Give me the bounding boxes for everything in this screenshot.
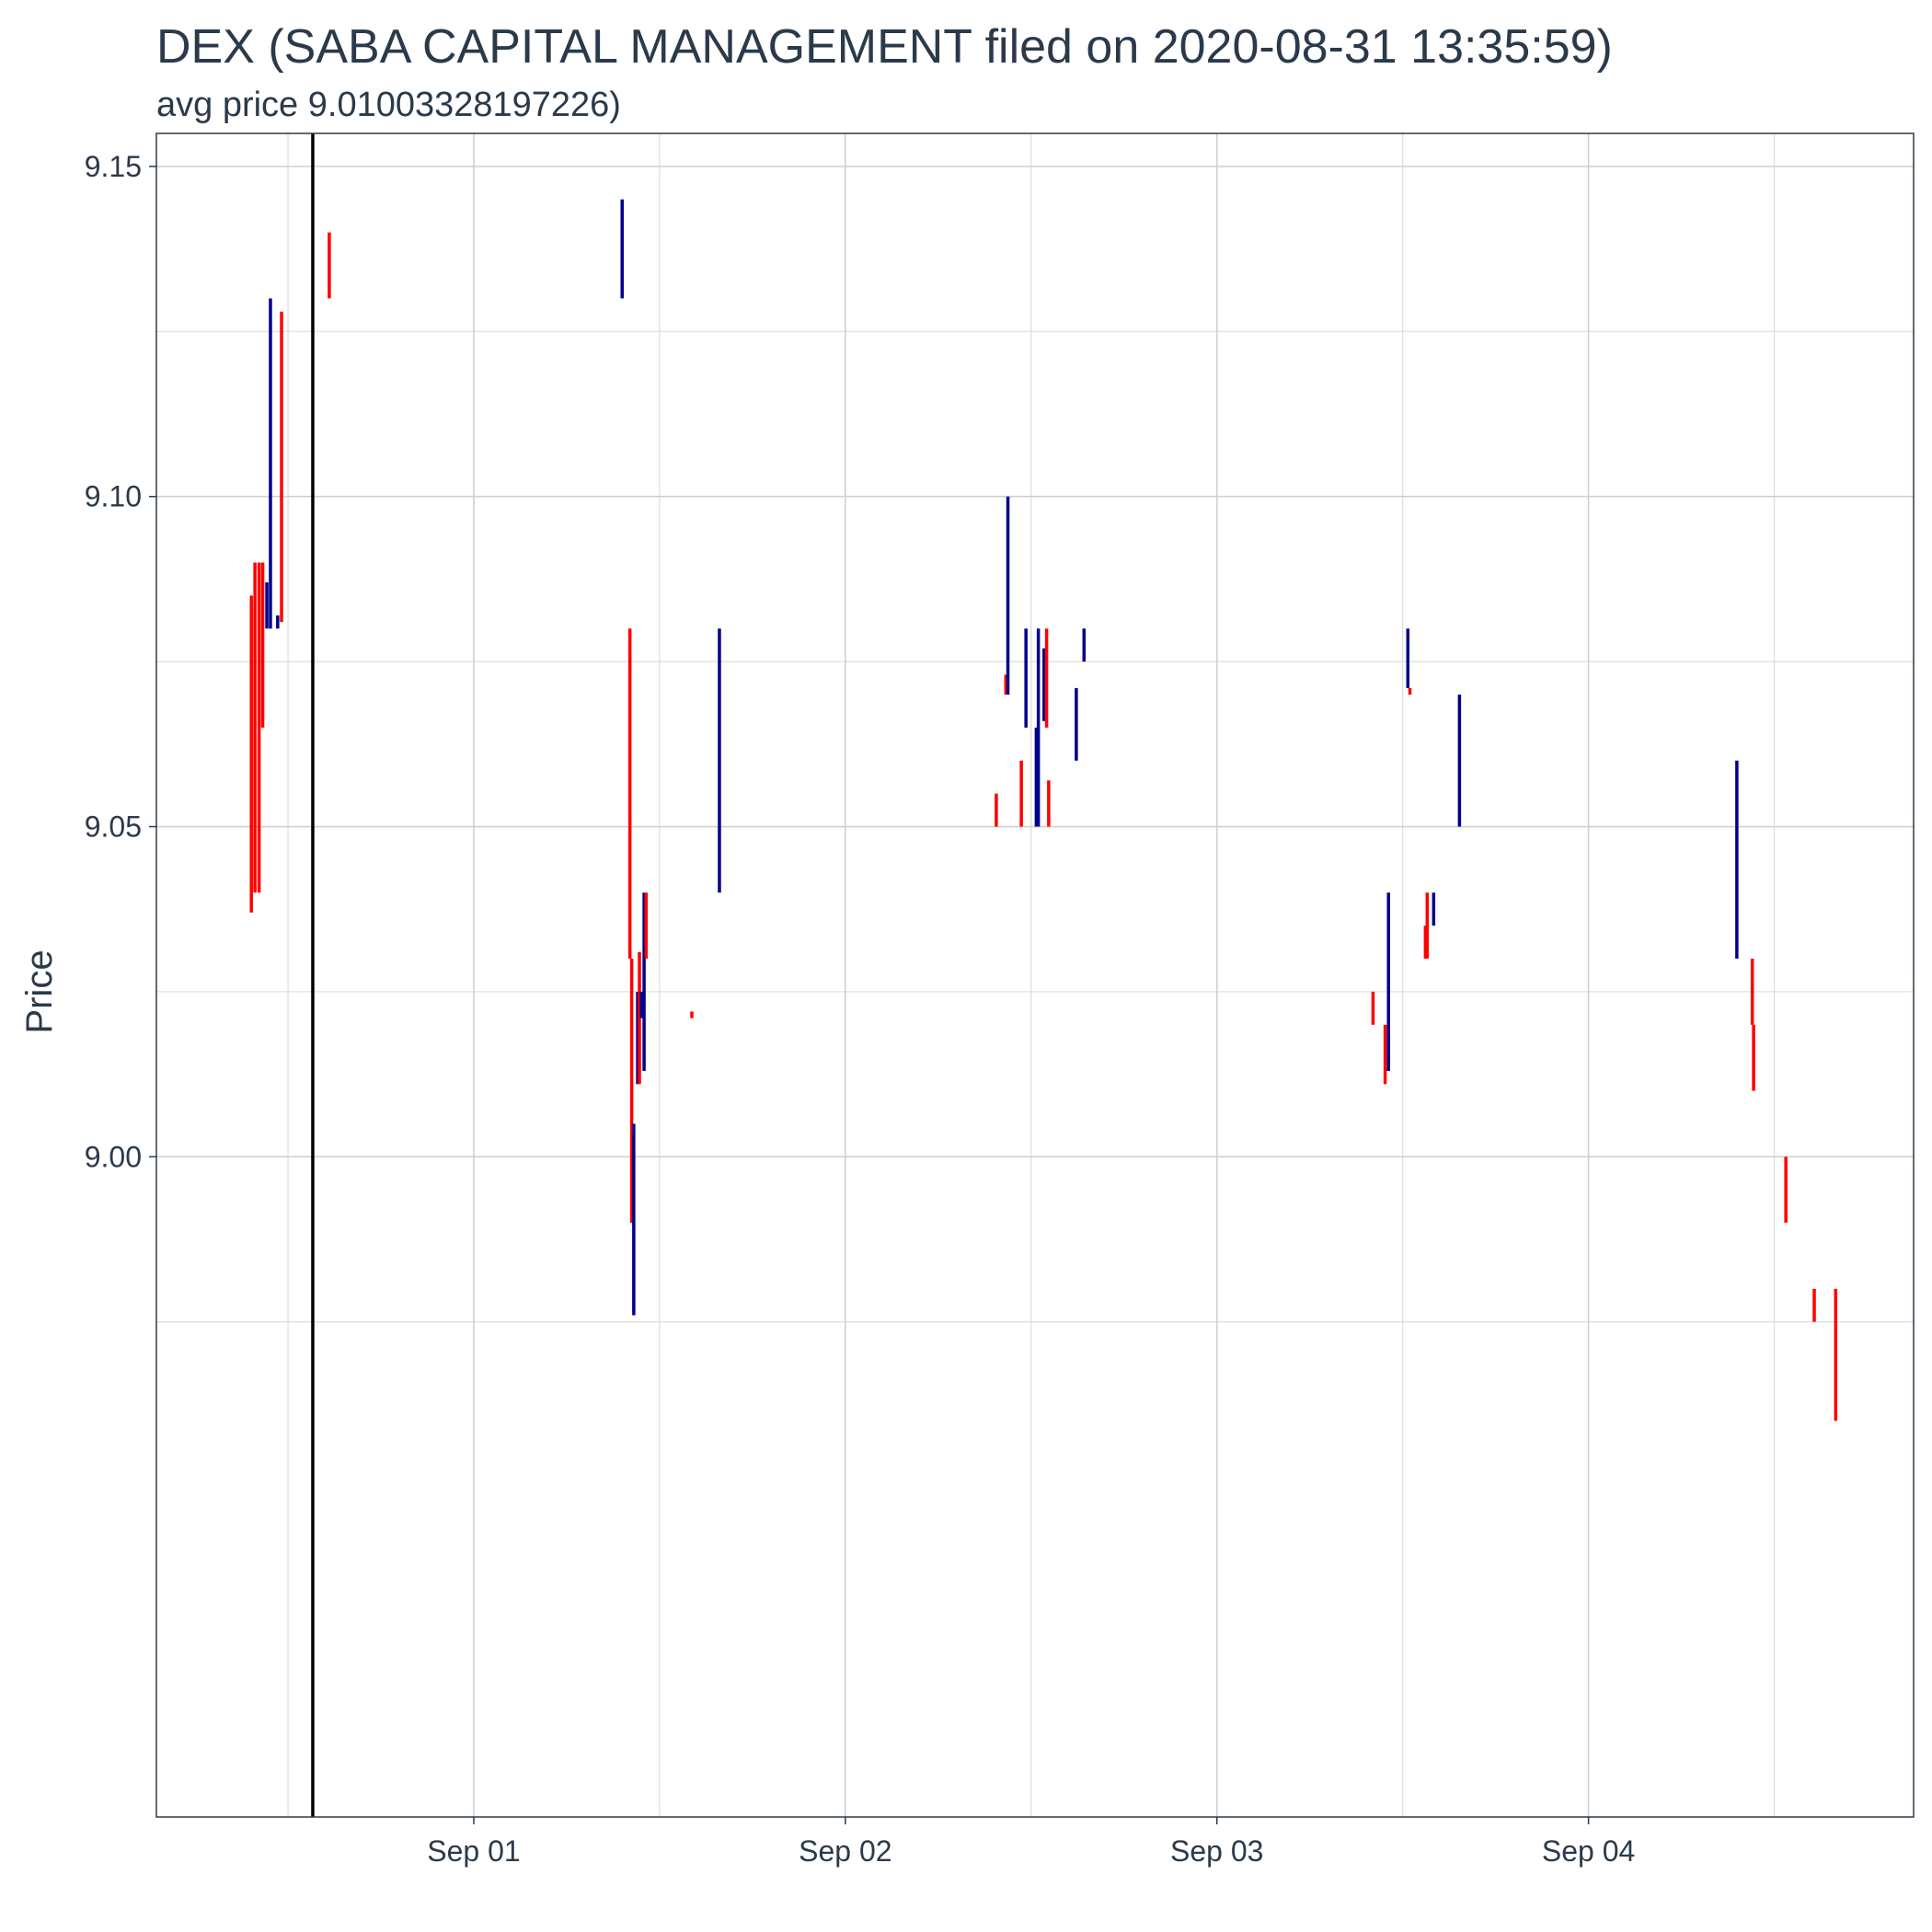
x-tick-label-3: Sep 04 (1542, 1834, 1635, 1868)
y-tick-label-1: 9.05 (85, 811, 142, 844)
y-axis-ticks: 9.00 9.05 9.10 9.15 (85, 150, 156, 1173)
y-tick-label-0: 9.00 (85, 1140, 142, 1173)
plot-panel-border (155, 132, 1915, 1818)
chart-title: DEX (SABA CAPITAL MANAGEMENT filed on 20… (156, 20, 1613, 74)
chart-subtitle: avg price 9.01003328197226) (156, 86, 621, 124)
x-tick-label-2: Sep 03 (1170, 1834, 1263, 1868)
y-tick-label-2: 9.10 (85, 480, 142, 513)
x-axis-ticks: Sep 01 Sep 02 Sep 03 Sep 04 (427, 1817, 1635, 1868)
y-tick-label-3: 9.15 (85, 150, 142, 183)
x-tick-label-0: Sep 01 (427, 1834, 520, 1868)
gridlines (156, 133, 1914, 1817)
y-axis-title: Price (19, 949, 60, 1033)
candles-layer (249, 199, 1838, 1421)
x-tick-label-1: Sep 02 (799, 1834, 891, 1868)
